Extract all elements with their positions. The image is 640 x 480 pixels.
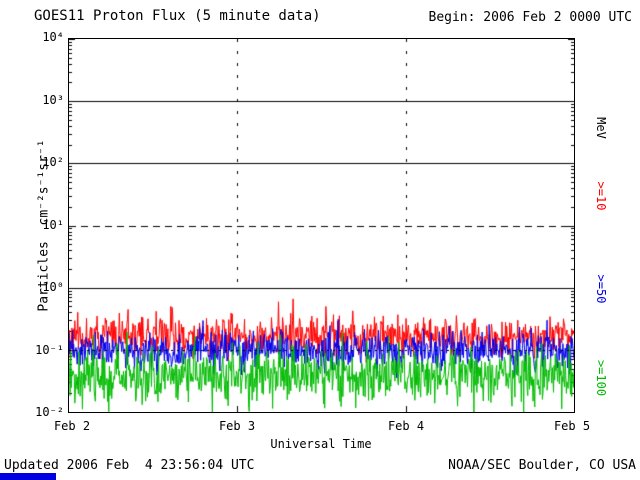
plot-canvas <box>69 39 574 412</box>
plot-area <box>68 38 575 413</box>
begin-time-label: Begin: 2006 Feb 2 0000 UTC <box>428 10 633 25</box>
y-tick-1e3: 10³ <box>42 93 64 107</box>
bottom-left-blue-bar <box>0 473 56 480</box>
y-tick-1e0: 10⁰ <box>42 280 64 294</box>
y-tick-1e4: 10⁴ <box>42 30 64 44</box>
y-tick-1e-1: 10⁻¹ <box>35 343 64 357</box>
legend-ge10-label: >=10 <box>594 181 608 211</box>
x-tick-feb5: Feb 5 <box>553 419 591 433</box>
updated-timestamp: Updated 2006 Feb 4 23:56:04 UTC <box>4 458 255 473</box>
legend-ge100-label: >=100 <box>594 359 608 397</box>
mev-unit-label: MeV <box>594 117 608 139</box>
x-tick-feb2: Feb 2 <box>53 419 91 433</box>
noaa-credit: NOAA/SEC Boulder, CO USA <box>448 458 636 473</box>
y-tick-1e1: 10¹ <box>42 218 64 232</box>
x-tick-feb4: Feb 4 <box>387 419 425 433</box>
y-tick-1e-2: 10⁻² <box>35 405 64 419</box>
x-axis-label: Universal Time <box>270 437 372 451</box>
x-tick-feb3: Feb 3 <box>218 419 256 433</box>
legend-ge50-label: >=50 <box>594 274 608 304</box>
chart-title: GOES11 Proton Flux (5 minute data) <box>34 8 321 24</box>
y-tick-1e2: 10² <box>42 155 64 169</box>
